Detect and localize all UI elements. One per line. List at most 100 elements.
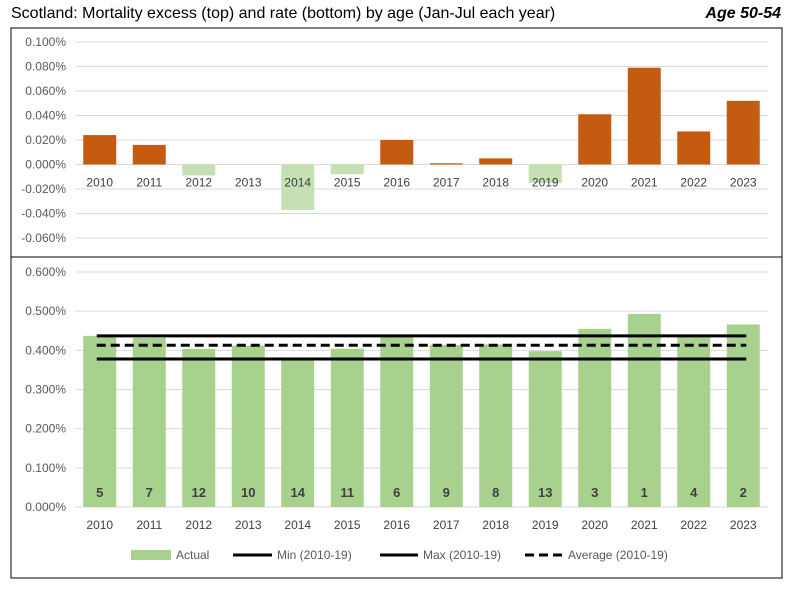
actual-bar-2019	[528, 351, 562, 507]
x-tick-label: 2019	[532, 518, 559, 532]
actual-bar-2022	[677, 335, 711, 507]
x-tick-label: 2010	[86, 176, 113, 190]
bottom-x-axis: 2010 2011 2012 2013 2014 2015 2016 2017 2018 2019…	[86, 518, 757, 532]
x-tick-label: 2020	[581, 518, 608, 532]
y-tick-label: 0.200%	[25, 422, 66, 436]
y-tick-label: 0.600%	[25, 265, 66, 279]
x-tick-label: 2018	[482, 176, 509, 190]
legend-label: Average (2010-19)	[568, 548, 668, 562]
y-tick-label: 0.000%	[25, 158, 66, 172]
top-x-axis: 2010 2011 2012 2013 2014 2015 2016 2017 2018 2019…	[86, 176, 757, 190]
actual-bar-2017	[429, 344, 463, 507]
x-tick-label: 2017	[433, 518, 460, 532]
rank-label: 8	[492, 485, 499, 500]
excess-bar-2023	[726, 100, 760, 165]
x-tick-label: 2020	[581, 176, 608, 190]
actual-bar-2012	[182, 348, 216, 507]
y-tick-label: 0.100%	[25, 35, 66, 49]
actual-bar-2016	[380, 335, 414, 507]
rank-label: 3	[591, 485, 598, 500]
x-tick-label: 2022	[680, 518, 707, 532]
actual-bar-2015	[330, 348, 364, 507]
chart-frame	[10, 27, 783, 579]
excess-bar-2010	[83, 135, 117, 165]
excess-bar-2019	[528, 164, 562, 183]
excess-bar-2018	[479, 158, 513, 165]
x-tick-label: 2013	[235, 176, 262, 190]
x-tick-label: 2018	[482, 518, 509, 532]
y-tick-label: 0.020%	[25, 133, 66, 147]
bottom-gridlines	[75, 271, 768, 508]
rank-labels: 5 7 12 10 14 11 6 9 8 13 3 1 4 2	[96, 485, 747, 500]
excess-bar-2016	[380, 140, 414, 165]
excess-bar-2014	[281, 164, 315, 210]
rank-label: 4	[690, 485, 698, 500]
actual-bar-2013	[231, 345, 265, 507]
x-tick-label: 2019	[532, 176, 559, 190]
y-tick-label: 0.060%	[25, 84, 66, 98]
reference-lines	[96, 334, 747, 361]
excess-bar-2021	[627, 67, 661, 165]
x-tick-label: 2011	[136, 518, 162, 532]
x-tick-label: 2022	[680, 176, 707, 190]
rank-label: 5	[96, 485, 103, 500]
top-gridlines	[75, 41, 768, 239]
legend-label: Min (2010-19)	[277, 548, 352, 562]
excess-bar-2022	[677, 131, 711, 165]
excess-bar-2012	[182, 164, 216, 176]
x-tick-label: 2014	[284, 518, 311, 532]
x-tick-label: 2012	[185, 518, 212, 532]
x-tick-label: 2014	[284, 176, 311, 190]
rank-label: 12	[192, 485, 206, 500]
y-tick-label: 0.080%	[25, 60, 66, 74]
y-tick-label: -0.040%	[21, 207, 66, 221]
actual-bar-2011	[132, 337, 166, 507]
excess-bars	[83, 67, 760, 210]
x-tick-label: 2023	[730, 176, 757, 190]
legend-label: Max (2010-19)	[423, 548, 501, 562]
age-group-tag: Age 50-54	[705, 5, 781, 22]
actual-bar-2023	[726, 324, 760, 507]
x-tick-label: 2023	[730, 518, 757, 532]
legend-swatch-actual	[131, 550, 171, 560]
top-y-axis: 0.100% 0.080% 0.060% 0.040% 0.020% 0.000% -0.0…	[21, 35, 66, 245]
x-tick-label: 2016	[383, 176, 410, 190]
rank-label: 10	[241, 485, 255, 500]
x-tick-label: 2010	[86, 518, 113, 532]
rate-bars	[83, 313, 760, 507]
y-tick-label: -0.020%	[21, 182, 66, 196]
legend-label: Actual	[176, 548, 209, 562]
x-tick-label: 2013	[235, 518, 262, 532]
x-tick-label: 2015	[334, 176, 361, 190]
excess-bar-2011	[132, 144, 166, 165]
x-tick-label: 2012	[185, 176, 212, 190]
rank-label: 6	[393, 485, 400, 500]
bottom-y-axis: 0.600% 0.500% 0.400% 0.300% 0.200% 0.100% 0.00…	[25, 265, 66, 514]
rank-label: 2	[740, 485, 747, 500]
x-tick-label: 2016	[383, 518, 410, 532]
x-tick-label: 2021	[631, 518, 658, 532]
rank-label: 1	[641, 485, 648, 500]
y-tick-label: 0.300%	[25, 383, 66, 397]
y-tick-label: 0.400%	[25, 343, 66, 357]
x-tick-label: 2011	[136, 176, 162, 190]
rank-label: 7	[146, 485, 153, 500]
excess-bar-2020	[578, 114, 612, 165]
actual-bar-2020	[578, 328, 612, 507]
actual-bar-2010	[83, 335, 117, 507]
y-tick-label: 0.100%	[25, 461, 66, 475]
excess-bar-2017	[429, 163, 463, 165]
chart-title: Scotland: Mortality excess (top) and rat…	[11, 5, 556, 22]
rank-label: 14	[291, 485, 306, 500]
rank-label: 9	[443, 485, 450, 500]
x-tick-label: 2017	[433, 176, 460, 190]
rank-label: 11	[340, 485, 354, 500]
y-tick-label: -0.060%	[21, 231, 66, 245]
y-tick-label: 0.500%	[25, 304, 66, 318]
legend: Actual Min (2010-19) Max (2010-19) Average …	[131, 548, 668, 562]
y-tick-label: 0.040%	[25, 109, 66, 123]
rank-label: 13	[538, 485, 552, 500]
x-tick-label: 2021	[631, 176, 658, 190]
y-tick-label: 0.000%	[25, 500, 66, 514]
